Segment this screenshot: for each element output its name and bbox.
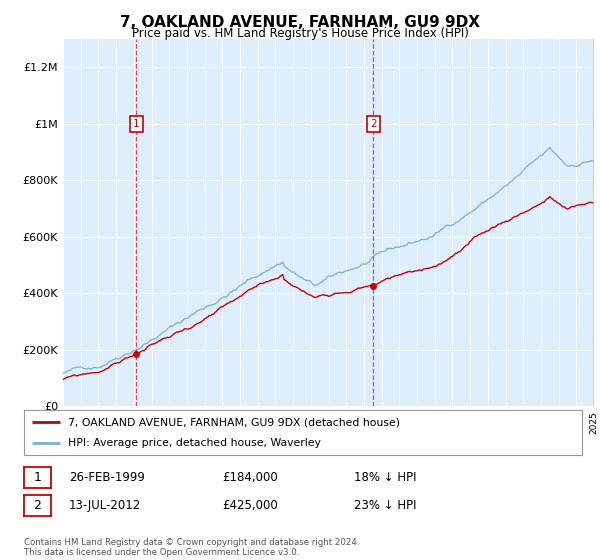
- Text: 7, OAKLAND AVENUE, FARNHAM, GU9 9DX: 7, OAKLAND AVENUE, FARNHAM, GU9 9DX: [120, 15, 480, 30]
- Text: Contains HM Land Registry data © Crown copyright and database right 2024.
This d: Contains HM Land Registry data © Crown c…: [24, 538, 359, 557]
- Text: 2: 2: [370, 119, 377, 129]
- Text: 26-FEB-1999: 26-FEB-1999: [69, 470, 145, 484]
- Text: £184,000: £184,000: [222, 470, 278, 484]
- Text: 2: 2: [34, 499, 41, 512]
- Bar: [593, 39, 594, 406]
- Text: Price paid vs. HM Land Registry's House Price Index (HPI): Price paid vs. HM Land Registry's House …: [131, 27, 469, 40]
- Text: 13-JUL-2012: 13-JUL-2012: [69, 498, 141, 512]
- Text: 1: 1: [133, 119, 140, 129]
- Text: £425,000: £425,000: [222, 498, 278, 512]
- Text: 18% ↓ HPI: 18% ↓ HPI: [354, 470, 416, 484]
- Text: 7, OAKLAND AVENUE, FARNHAM, GU9 9DX (detached house): 7, OAKLAND AVENUE, FARNHAM, GU9 9DX (det…: [68, 417, 400, 427]
- Text: HPI: Average price, detached house, Waverley: HPI: Average price, detached house, Wave…: [68, 438, 320, 448]
- Text: 1: 1: [34, 471, 41, 484]
- Text: 23% ↓ HPI: 23% ↓ HPI: [354, 498, 416, 512]
